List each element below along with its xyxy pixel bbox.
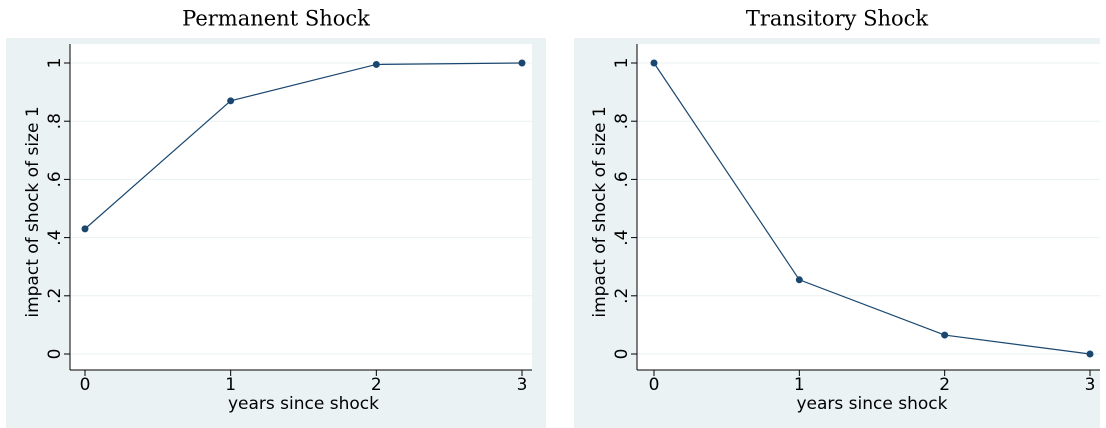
x-tick-label: 1 [794,375,805,395]
plot-area [70,44,532,370]
y-tick-label: .4 [45,229,65,245]
point [227,97,235,105]
plot-area [637,44,1100,370]
y-tick-label: .2 [45,288,65,304]
y-axis-label: impact of shock of size 1 [590,106,610,317]
point [518,59,526,67]
y-axis-label: impact of shock of size 1 [23,106,43,317]
y-tick-label: 0 [45,349,65,360]
line [84,62,523,230]
point [795,276,803,284]
y-tick-label: .6 [612,171,632,187]
y-tick-label: .4 [612,229,632,245]
y-tick-label: .8 [612,113,632,129]
x-axis-label: years since shock [228,394,379,414]
y-tick-label: 1 [612,58,632,69]
x-tick-label: 3 [1085,375,1096,395]
y-tick-label: .6 [45,171,65,187]
x-tick-label: 0 [80,375,91,395]
point [372,60,380,68]
x-tick-label: 1 [225,375,236,395]
point [81,225,89,233]
y-tick-label: 1 [45,58,65,69]
x-tick-label: 2 [371,375,382,395]
point [650,59,658,67]
y-tick-label: 0 [612,349,632,360]
x-tick-label: 2 [939,375,950,395]
point [1086,350,1094,358]
x-tick-label: 0 [649,375,660,395]
x-axis-label: years since shock [797,394,948,414]
x-tick-label: 3 [517,375,528,395]
line [653,62,1091,355]
y-tick-label: .8 [45,113,65,129]
point [941,331,949,339]
chart-title: Transitory Shock [746,7,929,31]
y-tick-label: .2 [612,288,632,304]
chart-title: Permanent Shock [182,7,370,31]
